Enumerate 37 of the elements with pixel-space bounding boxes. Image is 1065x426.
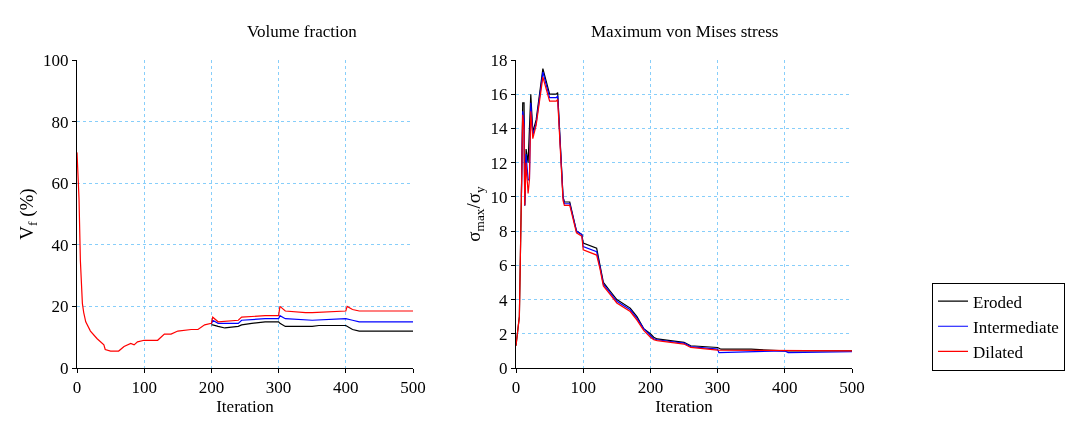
x-tick-label: 0 [72,378,82,398]
chart-title: Maximum von Mises stress [591,22,779,41]
x-tick-label: 200 [198,378,225,398]
y-tick-label: 14 [490,119,509,139]
y-tick-label: 100 [43,50,69,70]
x-tick-label: 100 [131,378,157,398]
line-series [210,315,413,325]
y-tick-label: 16 [490,85,508,105]
x-tick-label: 500 [839,378,865,398]
x-tick-label: 400 [333,378,359,398]
y-tick-label: 20 [51,297,69,317]
y-tick-label: 6 [499,256,508,276]
y-tick-label: 2 [499,324,508,344]
x-tick-label: 300 [265,378,292,398]
x-tick-label: 500 [400,378,426,398]
x-tick-label: 200 [637,378,664,398]
legend-label: Dilated [973,343,1024,362]
x-axis-title: Iteration [655,397,714,417]
legend-label: Eroded [973,292,1023,312]
x-tick-label: 300 [704,378,731,398]
y-tick-label: 40 [51,235,69,255]
line-series [210,321,413,332]
y-tick-label: 4 [499,290,509,310]
y-tick-label: 80 [51,112,69,132]
y-tick-label: 8 [499,222,508,242]
chart-title: Volume fraction [247,22,358,41]
y-tick-label: 0 [499,358,508,378]
x-axis-title: Iteration [216,397,275,417]
line-series [77,151,413,352]
y-tick-label: 0 [60,358,69,378]
y-tick-label: 12 [490,153,508,173]
x-tick-label: 400 [772,378,798,398]
y-tick-label: 18 [490,50,508,70]
y-tick-label: 60 [51,174,69,194]
y-tick-label: 10 [490,187,508,207]
x-tick-label: 100 [570,378,596,398]
legend-label: Intermediate [973,317,1059,337]
